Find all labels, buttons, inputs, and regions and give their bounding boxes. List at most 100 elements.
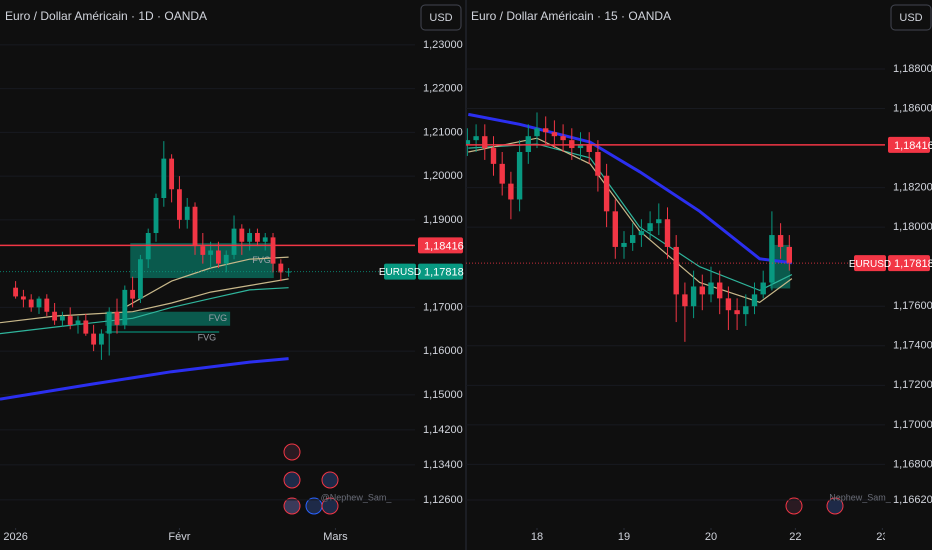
candle-body [534,128,540,137]
candle-body [223,254,229,264]
x-tick-label: 20 [705,531,717,543]
candle-body [743,306,749,315]
candle-body [621,242,627,247]
candle-body [153,198,159,233]
candle-body [560,136,566,141]
x-tick-label: 19 [618,531,630,543]
event-icon[interactable] [321,497,339,515]
moving-average [468,112,793,265]
y-tick-label: 1,17600 [893,300,932,312]
candle-body [629,235,636,243]
candle-body [525,136,531,153]
candle-body [466,140,471,145]
y-tick-label: 1,18800 [893,63,932,75]
candle-body [262,237,268,242]
y-tick-label: 1,14200 [423,424,463,436]
chart-pane: 18 19 20 22 23 Euro / Dollar Américain · 15 ·… [466,4,932,543]
event-icons [283,443,844,515]
event-icon[interactable] [283,497,301,515]
price-tag [888,136,930,153]
candle-body [270,237,276,264]
event-icon[interactable] [283,443,301,461]
price-tag [888,255,930,272]
y-tick-label: 1,18000 [893,221,932,233]
candle-body [551,132,558,137]
candle-body [169,158,175,190]
y-tick-label: 1,16000 [423,345,463,357]
candle-body [130,289,136,299]
candle-body [44,298,50,312]
chart-pane: 2026 Févr Mars FVG FVG FVG Euro / Dollar Améri… [0,4,464,543]
candle-body [75,320,81,325]
candle-body [59,316,65,321]
symbol-tag-label: EURUSD [849,259,891,270]
candle-body [716,282,723,299]
candle-body [247,233,253,242]
fvg-zone [105,331,220,333]
y-tick-label: 1,18200 [893,182,932,194]
x-tick-label: Mars [323,531,348,543]
candle-body [769,235,775,283]
candle-body [36,298,42,308]
candle-body [67,316,73,325]
x-tick-label: 18 [531,531,543,543]
moving-average [0,287,289,335]
candle-body [656,219,662,224]
candle-body [690,286,697,307]
candle-body [192,206,198,247]
event-icon[interactable] [305,497,323,515]
candle-body [682,294,688,307]
y-tick-label: 1,21000 [423,126,463,138]
candle-body [569,140,575,149]
candle-body [499,163,505,184]
candle-body [278,263,284,273]
candle-body [586,144,592,153]
watermark: @Nephew_Sam_ [321,492,393,502]
candle-body [52,311,58,321]
currency-label: USD [429,12,452,24]
price-tag-label: 1,18416 [894,140,932,152]
price-tag-label: 1,18416 [424,240,464,252]
candle-body [255,233,260,242]
candle-body [760,282,766,295]
x-tick-label: 23 [876,531,888,543]
candle-body [603,175,610,212]
x-tick-label: Févr [168,531,190,543]
fvg-zone [105,311,231,326]
price-tag [418,237,463,254]
y-tick-label: 1,17000 [423,301,463,313]
candle-body [482,136,488,149]
candle-body [473,136,479,141]
price-tag-label: 1,17818 [894,258,932,270]
event-icon[interactable] [785,497,803,515]
candle-body [751,294,758,307]
candle-body [786,246,792,263]
currency-button[interactable] [890,4,932,31]
candle-body [184,206,190,220]
candle-body [122,289,128,325]
y-tick-label: 1,16800 [893,458,932,470]
fvg-label: FVG [252,255,271,265]
x-tick-label: 2026 [3,531,27,543]
candle-body [725,298,732,311]
y-tick-label: 1,22000 [423,83,463,95]
event-icon[interactable] [321,471,339,489]
candle-body [20,296,26,300]
candle-body [673,246,679,295]
currency-button[interactable] [420,4,462,31]
candle-body [161,158,167,198]
candle-body [577,144,584,149]
event-icon[interactable] [283,471,301,489]
candle-body [595,152,601,176]
candle-body [231,228,237,255]
y-tick-label: 1,15000 [423,389,463,401]
chart-title: Euro / Dollar Américain · 15 · OANDA [471,9,671,23]
candle-body [612,211,618,247]
candle-body [638,231,645,236]
event-icon[interactable] [826,497,844,515]
candle-body [83,320,89,334]
symbol-tag-label: EURUSD [379,267,421,278]
y-tick-label: 1,20000 [423,170,463,182]
candle-body [114,311,120,325]
